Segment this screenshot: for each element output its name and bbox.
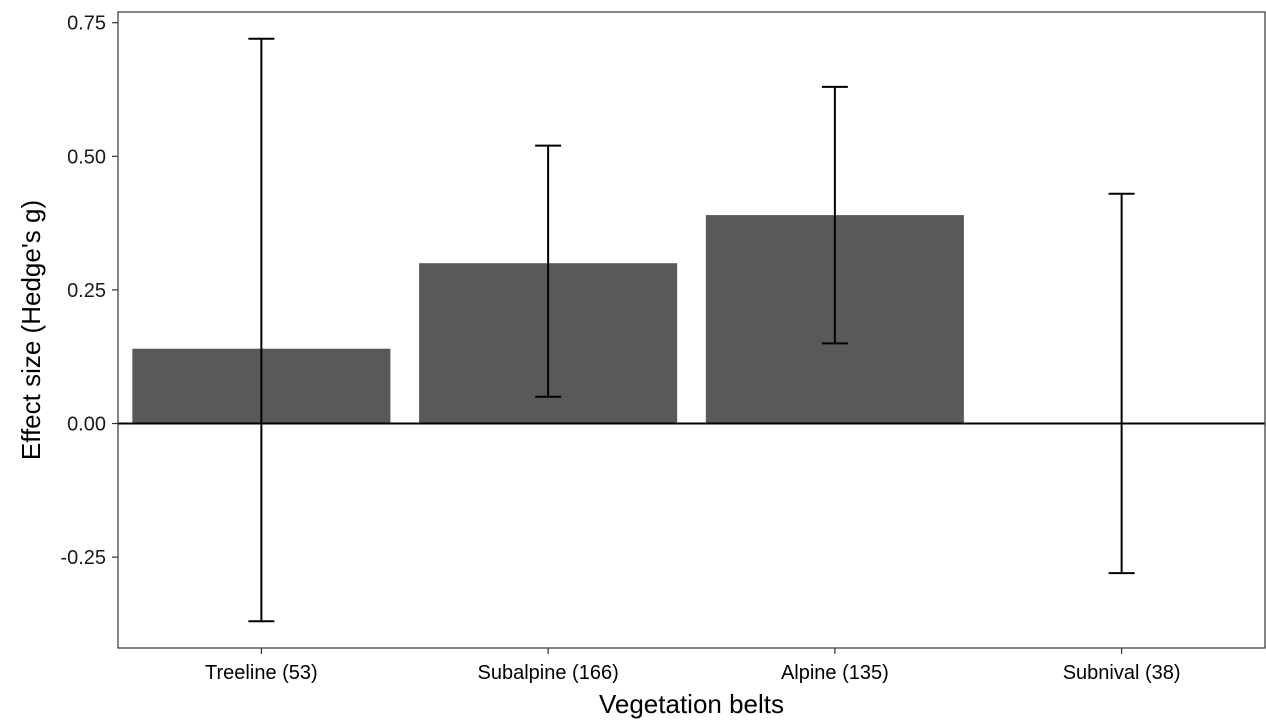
- x-tick-label-alpine: Alpine (135): [781, 662, 889, 684]
- category-count: (135): [837, 662, 889, 684]
- error-bar-treeline: [248, 37, 275, 623]
- x-tick-label-treeline: Treeline (53): [205, 662, 318, 684]
- y-axis-title: Effect size (Hedge's g): [16, 200, 46, 460]
- category-count: (166): [566, 662, 618, 684]
- y-tick-label: -0.25: [60, 547, 106, 569]
- category-name: Subalpine: [478, 662, 567, 684]
- category-count: (53): [277, 662, 318, 684]
- error-bars-layer: [248, 37, 1135, 623]
- y-axis: -0.25 0.00 0.25 0.50 0.75: [60, 13, 118, 569]
- category-name: Alpine: [781, 662, 837, 684]
- y-tick-label: 0.50: [67, 146, 106, 168]
- error-bar-subnival: [1108, 192, 1135, 575]
- category-count: (38): [1139, 662, 1180, 684]
- x-axis-title: Vegetation belts: [599, 689, 784, 719]
- error-bar-alpine: [821, 85, 848, 345]
- x-tick-label-subalpine: Subalpine (166): [478, 662, 619, 684]
- y-tick-label: 0.00: [67, 414, 106, 436]
- plot-panel-border: [117, 11, 1266, 649]
- category-name: Subnival: [1063, 662, 1140, 684]
- y-tick-label: 0.75: [67, 13, 106, 35]
- x-axis: Treeline (53) Subalpine (166) Alpine (135)…: [205, 648, 1181, 684]
- error-bar-subalpine: [535, 144, 562, 398]
- x-tick-label-subnival: Subnival (38): [1063, 662, 1181, 684]
- category-name: Treeline: [205, 662, 277, 684]
- y-tick-label: 0.25: [67, 280, 106, 302]
